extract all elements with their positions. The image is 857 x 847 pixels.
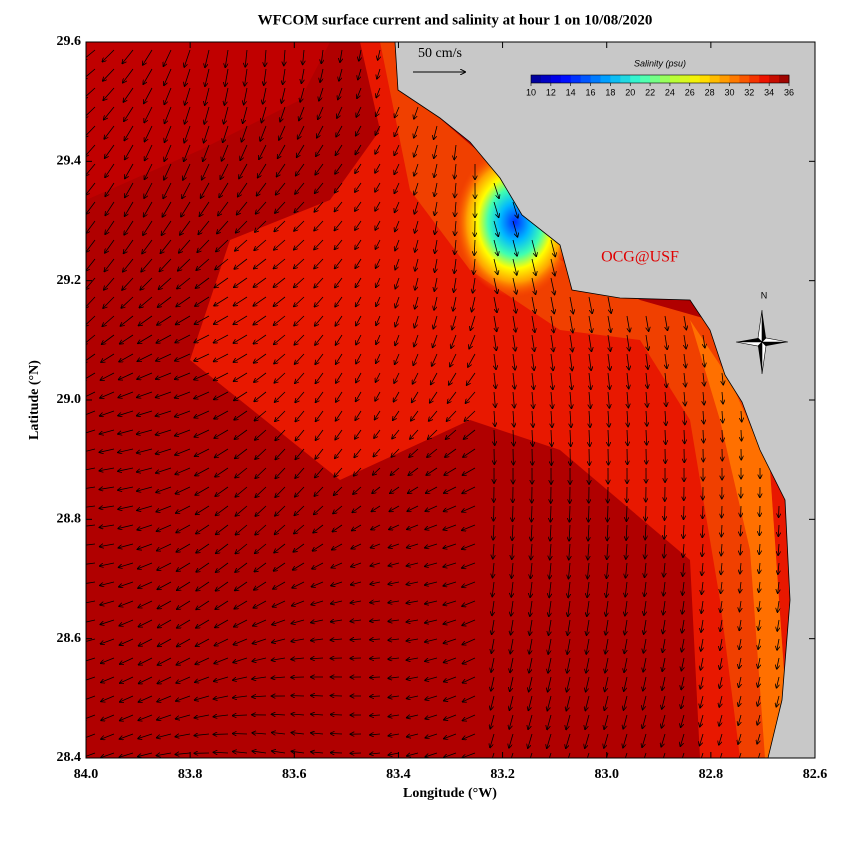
y-tick-label: 28.4 — [57, 750, 82, 765]
x-tick-label: 83.4 — [386, 767, 411, 782]
colorbar-cell — [680, 75, 690, 83]
colorbar-cell — [690, 75, 700, 83]
colorbar-cell — [600, 75, 610, 83]
y-tick-label: 29.2 — [57, 273, 82, 288]
y-tick-label: 29.0 — [57, 392, 82, 407]
scale-label: 50 cm/s — [418, 46, 462, 61]
current-arrow — [331, 714, 342, 715]
colorbar-tick-label: 30 — [724, 87, 734, 97]
colorbar-title: Salinity (psu) — [634, 58, 686, 68]
north-label: N — [761, 290, 768, 300]
colorbar-cell — [670, 75, 680, 83]
x-tick-label: 82.8 — [699, 767, 724, 782]
x-axis-label: Longitude (°W) — [403, 786, 497, 801]
colorbar-cell — [551, 75, 561, 83]
colorbar-tick-label: 36 — [784, 87, 794, 97]
colorbar-cell — [561, 75, 571, 83]
colorbar-cell — [630, 75, 640, 83]
colorbar-cell — [710, 75, 720, 83]
y-axis-label: Latitude (°N) — [27, 360, 42, 440]
colorbar-cell — [660, 75, 670, 83]
colorbar-tick-label: 12 — [546, 87, 556, 97]
x-tick-label: 83.2 — [490, 767, 515, 782]
x-tick-label: 82.6 — [803, 767, 828, 782]
current-arrow — [311, 695, 323, 696]
colorbar-tick-label: 34 — [764, 87, 774, 97]
colorbar-cell — [759, 75, 769, 83]
y-tick-label: 29.6 — [57, 34, 82, 49]
watermark: OCG@USF — [601, 249, 679, 266]
colorbar-cell — [620, 75, 630, 83]
current-arrow — [722, 430, 723, 442]
colorbar-cell — [640, 75, 650, 83]
current-arrow — [645, 506, 646, 521]
current-arrow — [370, 677, 380, 678]
current-arrow — [493, 506, 494, 521]
colorbar-tick-label: 24 — [665, 87, 675, 97]
colorbar-cell — [531, 75, 541, 83]
colorbar-cell — [571, 75, 581, 83]
colorbar-cell — [581, 75, 591, 83]
y-tick-label: 29.4 — [57, 154, 82, 169]
colorbar-cell — [749, 75, 759, 83]
colorbar-cell — [610, 75, 620, 83]
current-arrow — [331, 733, 342, 734]
colorbar-cell — [769, 75, 779, 83]
colorbar-tick-label: 18 — [605, 87, 615, 97]
x-tick-label: 83.0 — [594, 767, 619, 782]
title: WFCOM surface current and salinity at ho… — [258, 12, 653, 28]
colorbar-tick-label: 32 — [744, 87, 754, 97]
y-tick-label: 28.6 — [57, 631, 82, 646]
colorbar-cell — [779, 75, 789, 83]
colorbar-cell — [591, 75, 601, 83]
field — [81, 42, 815, 767]
colorbar-tick-label: 10 — [526, 87, 536, 97]
colorbar-tick-label: 28 — [705, 87, 715, 97]
x-tick-label: 83.8 — [178, 767, 203, 782]
colorbar-cell — [541, 75, 551, 83]
colorbar-cell — [720, 75, 730, 83]
x-tick-label: 83.6 — [282, 767, 307, 782]
y-tick-label: 28.8 — [57, 512, 82, 527]
colorbar-tick-label: 22 — [645, 87, 655, 97]
current-arrow — [683, 506, 684, 519]
colorbar-tick-label: 16 — [586, 87, 596, 97]
colorbar-tick-label: 20 — [625, 87, 635, 97]
current-arrow — [664, 506, 665, 520]
colorbar-tick-label: 26 — [685, 87, 695, 97]
colorbar-cell — [700, 75, 710, 83]
colorbar-cell — [650, 75, 660, 83]
x-tick-label: 84.0 — [74, 767, 99, 782]
colorbar-cell — [739, 75, 749, 83]
colorbar-cell — [729, 75, 739, 83]
colorbar-tick-label: 14 — [566, 87, 576, 97]
